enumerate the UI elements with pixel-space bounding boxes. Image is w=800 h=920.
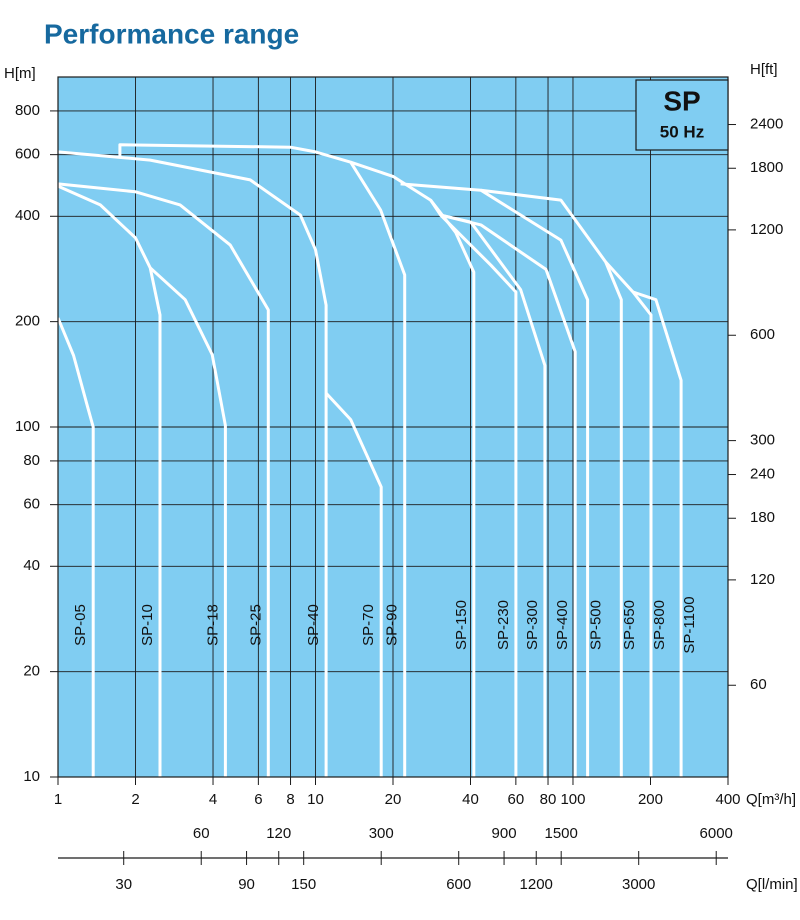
series-label: SP-70 — [360, 604, 377, 646]
y-tick-label: 600 — [15, 146, 40, 163]
x2-tick-label: 150 — [291, 876, 316, 893]
y2-tick-label: 60 — [750, 676, 767, 693]
pump-curve — [604, 260, 653, 777]
x2-tick-label: 90 — [238, 876, 255, 893]
pump-curve — [57, 184, 162, 777]
y-tick-label: 10 — [23, 768, 40, 785]
x-tick-label: 80 — [540, 791, 557, 808]
y-tick-label: 60 — [23, 496, 40, 513]
series-label: SP-300 — [524, 600, 541, 650]
series-label: SP-650 — [621, 600, 638, 650]
x-tick-label: 100 — [560, 791, 585, 808]
series-label: SP-1100 — [681, 596, 698, 653]
x-tick-label: 2 — [131, 791, 139, 808]
pump-curve — [632, 290, 683, 777]
x-tick-label: 200 — [638, 791, 663, 808]
badge-subtitle: 50 Hz — [660, 122, 704, 141]
chart-title: Performance range — [44, 18, 299, 49]
y2-tick-label: 1800 — [750, 159, 783, 176]
y-tick-label: 400 — [15, 207, 40, 224]
x-tick-label: 4 — [209, 791, 217, 808]
x-axis-label: Q[m³/h] — [746, 791, 796, 808]
pump-curve — [57, 150, 328, 777]
x2-tick-label: 1500 — [544, 825, 577, 842]
series-label: SP-90 — [384, 604, 401, 646]
badge-title: SP — [663, 85, 700, 116]
x2-tick-label: 6000 — [700, 825, 733, 842]
x2-tick-label: 1200 — [520, 876, 553, 893]
x-tick-label: 40 — [462, 791, 479, 808]
series-label: SP-10 — [139, 604, 156, 646]
x2-tick-label: 30 — [115, 876, 132, 893]
series-label: SP-150 — [453, 600, 470, 650]
pump-curve — [429, 199, 518, 777]
pump-curve — [57, 182, 270, 777]
series-label: SP-400 — [554, 600, 571, 650]
y2-tick-label: 300 — [750, 432, 775, 449]
x2-tick-label: 600 — [446, 876, 471, 893]
y-tick-label: 100 — [15, 418, 40, 435]
y-axis-label: H[m] — [4, 65, 36, 82]
pump-curve — [440, 213, 577, 777]
series-label: SP-40 — [305, 604, 322, 646]
x2-tick-label: 60 — [193, 825, 210, 842]
x2-tick-label: 120 — [266, 825, 291, 842]
y2-tick-label: 2400 — [750, 115, 783, 132]
pump-curve — [56, 317, 95, 777]
x-tick-label: 20 — [385, 791, 402, 808]
y2-tick-label: 600 — [750, 326, 775, 343]
x-tick-label: 1 — [54, 791, 62, 808]
x2-tick-label: 900 — [492, 825, 517, 842]
y-tick-label: 40 — [23, 557, 40, 574]
x-tick-label: 60 — [508, 791, 525, 808]
y-tick-label: 800 — [15, 102, 40, 119]
x-tick-label: 8 — [286, 791, 294, 808]
y2-tick-label: 120 — [750, 571, 775, 588]
pump-curve — [149, 266, 227, 777]
y-tick-label: 20 — [23, 663, 40, 680]
x2-tick-label: 3000 — [622, 876, 655, 893]
series-label: SP-800 — [651, 600, 668, 650]
y2-tick-label: 180 — [750, 509, 775, 526]
y-tick-label: 200 — [15, 313, 40, 330]
y2-tick-label: 1200 — [750, 221, 783, 238]
series-label: SP-230 — [495, 600, 512, 650]
x-tick-label: 10 — [307, 791, 324, 808]
badge-box — [635, 79, 729, 151]
x2-axis-label: Q[l/min] — [746, 876, 798, 893]
pump-curve — [400, 182, 590, 777]
series-label: SP-500 — [588, 600, 605, 650]
x-tick-label: 400 — [715, 791, 740, 808]
series-label: SP-05 — [72, 604, 89, 646]
pump-curve — [325, 392, 383, 777]
series-label: SP-18 — [204, 604, 221, 646]
y2-tick-label: 240 — [750, 465, 775, 482]
y-tick-label: 80 — [23, 452, 40, 469]
series-label: SP-25 — [247, 604, 264, 646]
x-tick-label: 6 — [254, 791, 262, 808]
y2-axis-label: H[ft] — [750, 61, 778, 78]
x2-tick-label: 300 — [369, 825, 394, 842]
pump-curve — [118, 143, 407, 777]
